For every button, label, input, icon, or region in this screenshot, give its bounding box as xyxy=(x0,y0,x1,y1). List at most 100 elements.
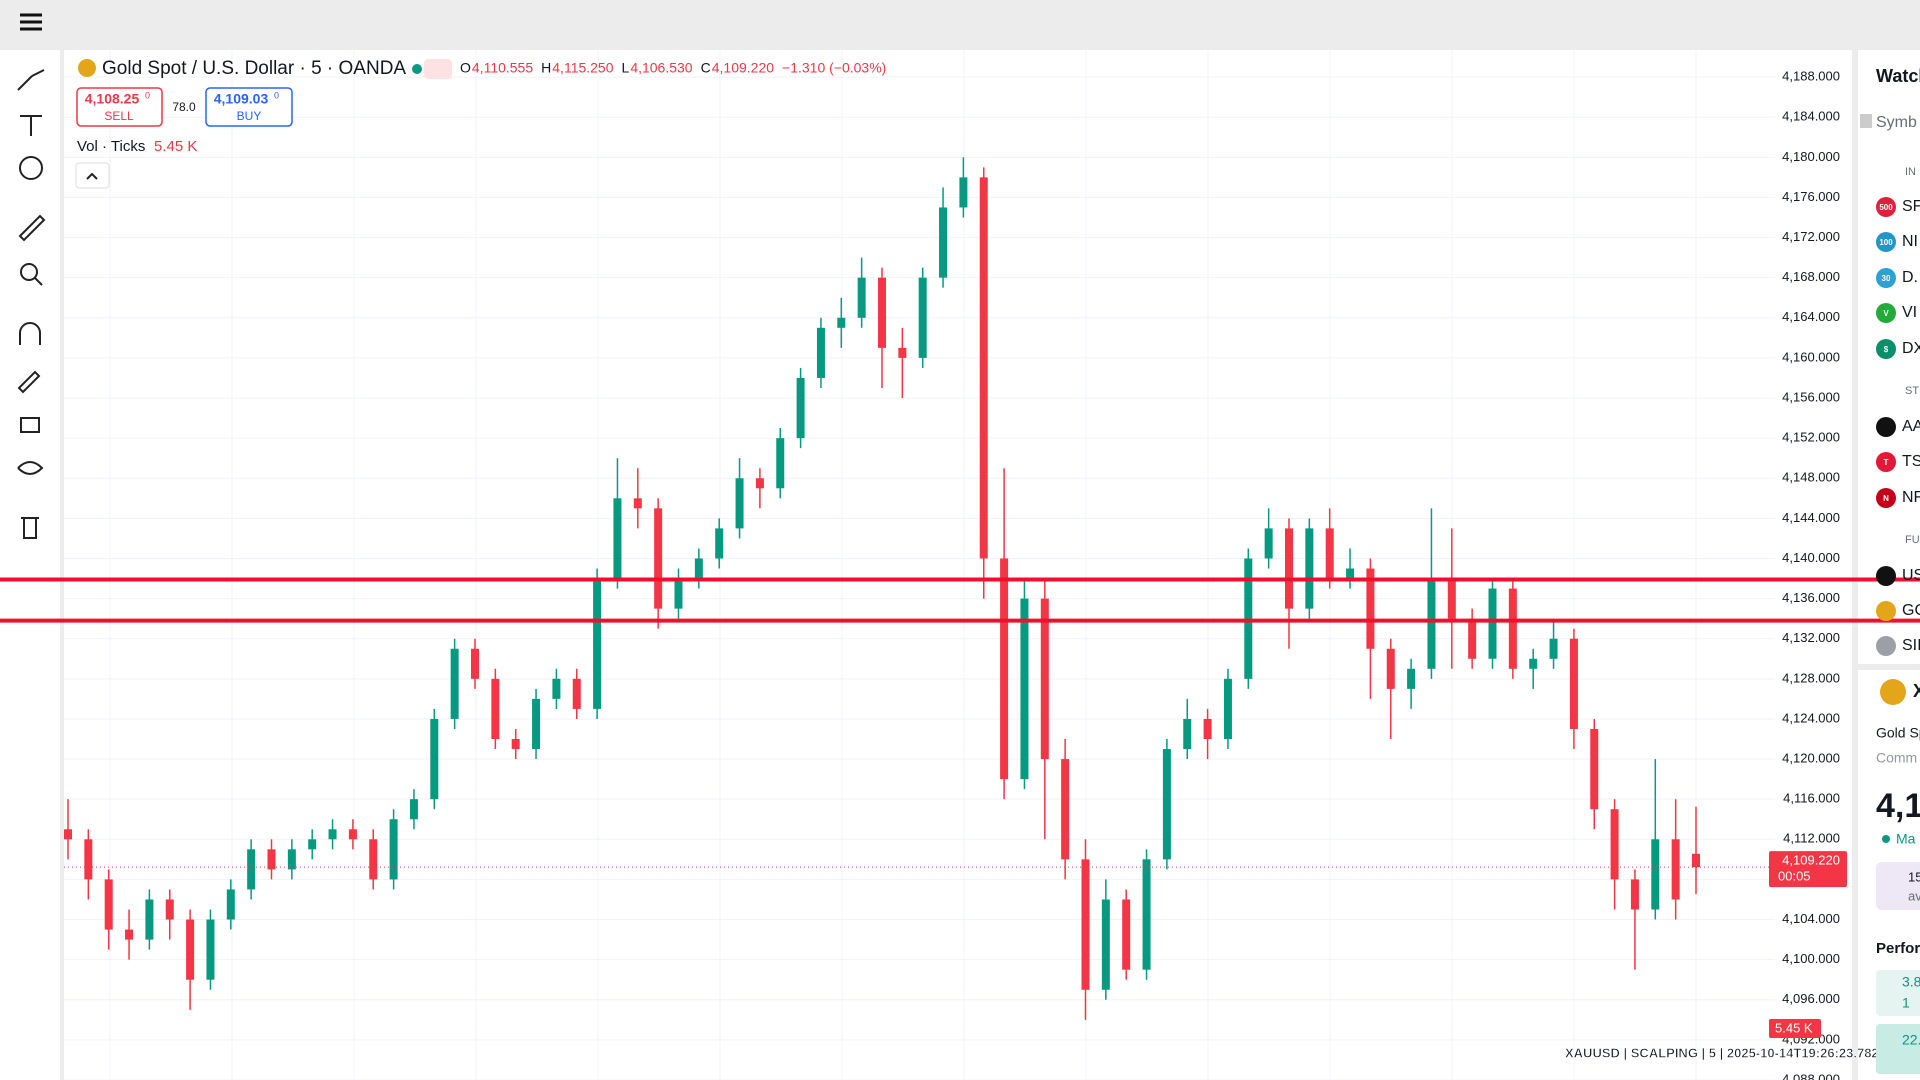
symbol-name[interactable]: US xyxy=(1902,567,1920,584)
status-badge xyxy=(424,59,452,79)
symbol-name[interactable]: SII xyxy=(1902,637,1920,654)
candle-body xyxy=(1407,668,1416,689)
symbol-name[interactable]: TS xyxy=(1902,453,1920,470)
ohlc-key: L xyxy=(622,60,630,76)
candle-body xyxy=(1081,859,1090,990)
badge-text: $ xyxy=(1884,345,1889,354)
candle-body xyxy=(389,819,398,880)
candle-body xyxy=(328,829,337,840)
ohlc-value: 4,115.250 xyxy=(552,60,613,76)
spread: 78.0 xyxy=(172,100,196,114)
ohlc-key: C xyxy=(701,60,711,76)
menu-button[interactable] xyxy=(20,13,42,31)
symbol-name[interactable]: D. xyxy=(1902,269,1918,286)
candle-body xyxy=(1488,588,1497,659)
ohlc-value: 4,106.530 xyxy=(630,60,692,76)
candle-body xyxy=(1203,718,1212,740)
candle-body xyxy=(1529,658,1538,669)
market-dot xyxy=(1882,835,1890,843)
candle-body xyxy=(430,718,439,800)
buy-sup: 0 xyxy=(274,90,279,100)
y-tick-label: 4,132.000 xyxy=(1782,630,1840,645)
candle-body xyxy=(593,578,602,709)
detail-symbol: X xyxy=(1913,681,1920,701)
symbol-name[interactable]: DX xyxy=(1902,340,1920,357)
sell-button[interactable]: 4,108.25 0 SELL xyxy=(76,87,163,127)
candle-body xyxy=(776,438,785,489)
volume-label: Vol · Ticks xyxy=(77,138,145,155)
section-label: IN xyxy=(1905,166,1916,178)
candle-body xyxy=(1101,899,1110,990)
chevron xyxy=(86,172,98,180)
candle-body xyxy=(898,347,907,358)
symbol-title[interactable]: Gold Spot / U.S. Dollar · 5 · OANDA xyxy=(102,58,406,79)
candle-body xyxy=(165,899,174,920)
candle-body xyxy=(1061,759,1070,860)
candle-body xyxy=(1590,728,1599,810)
symbol-badge xyxy=(1876,488,1896,508)
symbol-name[interactable]: SF xyxy=(1902,198,1920,215)
panel-divider xyxy=(1858,664,1920,670)
candle-body xyxy=(857,277,866,318)
candle-body xyxy=(939,207,948,278)
y-tick-label: 4,104.000 xyxy=(1782,911,1840,926)
y-tick-label: 4,168.000 xyxy=(1782,269,1840,284)
y-tick-label: 4,160.000 xyxy=(1782,349,1840,364)
candle-body xyxy=(247,849,256,890)
candle-body xyxy=(755,478,764,489)
y-tick-label: 4,116.000 xyxy=(1783,791,1840,806)
candle-body xyxy=(715,528,724,559)
y-tick-label: 4,100.000 xyxy=(1782,951,1840,966)
search-label[interactable]: Symb xyxy=(1876,114,1917,131)
candle-body xyxy=(878,277,886,348)
y-tick-label: 4,180.000 xyxy=(1782,149,1840,164)
status-dot xyxy=(412,64,422,74)
candle-body xyxy=(918,277,927,358)
candle-body xyxy=(84,839,93,880)
symbol-logo xyxy=(78,59,96,77)
candle-body xyxy=(1162,749,1171,860)
symbol-name[interactable]: NI xyxy=(1902,233,1918,250)
symbol-name[interactable]: GC xyxy=(1902,602,1920,619)
buy-button[interactable]: 4,109.03 0 BUY xyxy=(205,87,293,127)
candle-body xyxy=(1325,528,1334,579)
symbol-name[interactable]: AA xyxy=(1902,418,1920,435)
symbol-name[interactable]: VI xyxy=(1902,304,1917,321)
candle-body xyxy=(1447,578,1456,619)
candle-body xyxy=(1122,899,1131,970)
badge-text: 100 xyxy=(1879,238,1893,247)
candle-body xyxy=(532,698,541,750)
perf-value: 3.8 xyxy=(1902,974,1920,990)
candle-body xyxy=(491,678,500,740)
y-tick-label: 4,184.000 xyxy=(1782,109,1840,124)
perf-box xyxy=(1876,1024,1920,1074)
y-tick-label: 4,096.000 xyxy=(1782,991,1840,1006)
symbol-name[interactable]: NF xyxy=(1902,489,1920,506)
sell-sup: 0 xyxy=(145,90,150,100)
candle-body xyxy=(674,578,683,609)
candle-body xyxy=(1040,598,1049,760)
perf-value: 22. xyxy=(1902,1032,1920,1048)
candle-body xyxy=(1000,558,1009,780)
volume-axis-label: 5.45 K xyxy=(1775,1020,1813,1035)
ohlc-value: 4,110.555 xyxy=(472,60,533,76)
promo: 15 xyxy=(1908,869,1920,884)
sell-price: 4,108.25 xyxy=(85,91,140,107)
detail-status: Ma xyxy=(1896,831,1916,847)
y-tick-label: 4,112.000 xyxy=(1783,831,1840,846)
candle-body xyxy=(186,919,195,980)
candle-body xyxy=(1346,568,1355,579)
chart-header: Gold Spot / U.S. Dollar · 5 · OANDA O 4,1… xyxy=(78,58,886,79)
candle-body xyxy=(1692,853,1700,868)
candle-body xyxy=(959,177,968,208)
watermark: XAUUSD | SCALPING | 5 | 2025-10-14T19:26… xyxy=(1565,1045,1887,1060)
candle-body xyxy=(226,889,235,920)
candle-body xyxy=(837,317,846,328)
candle-body xyxy=(1142,859,1151,970)
tool-icons[interactable] xyxy=(17,69,46,539)
candle-body xyxy=(1569,638,1578,729)
chart: 4,088.0004,092.0004,096.0004,100.0004,10… xyxy=(0,50,1920,1080)
last-price-label: 4,109.220 xyxy=(1782,853,1840,868)
